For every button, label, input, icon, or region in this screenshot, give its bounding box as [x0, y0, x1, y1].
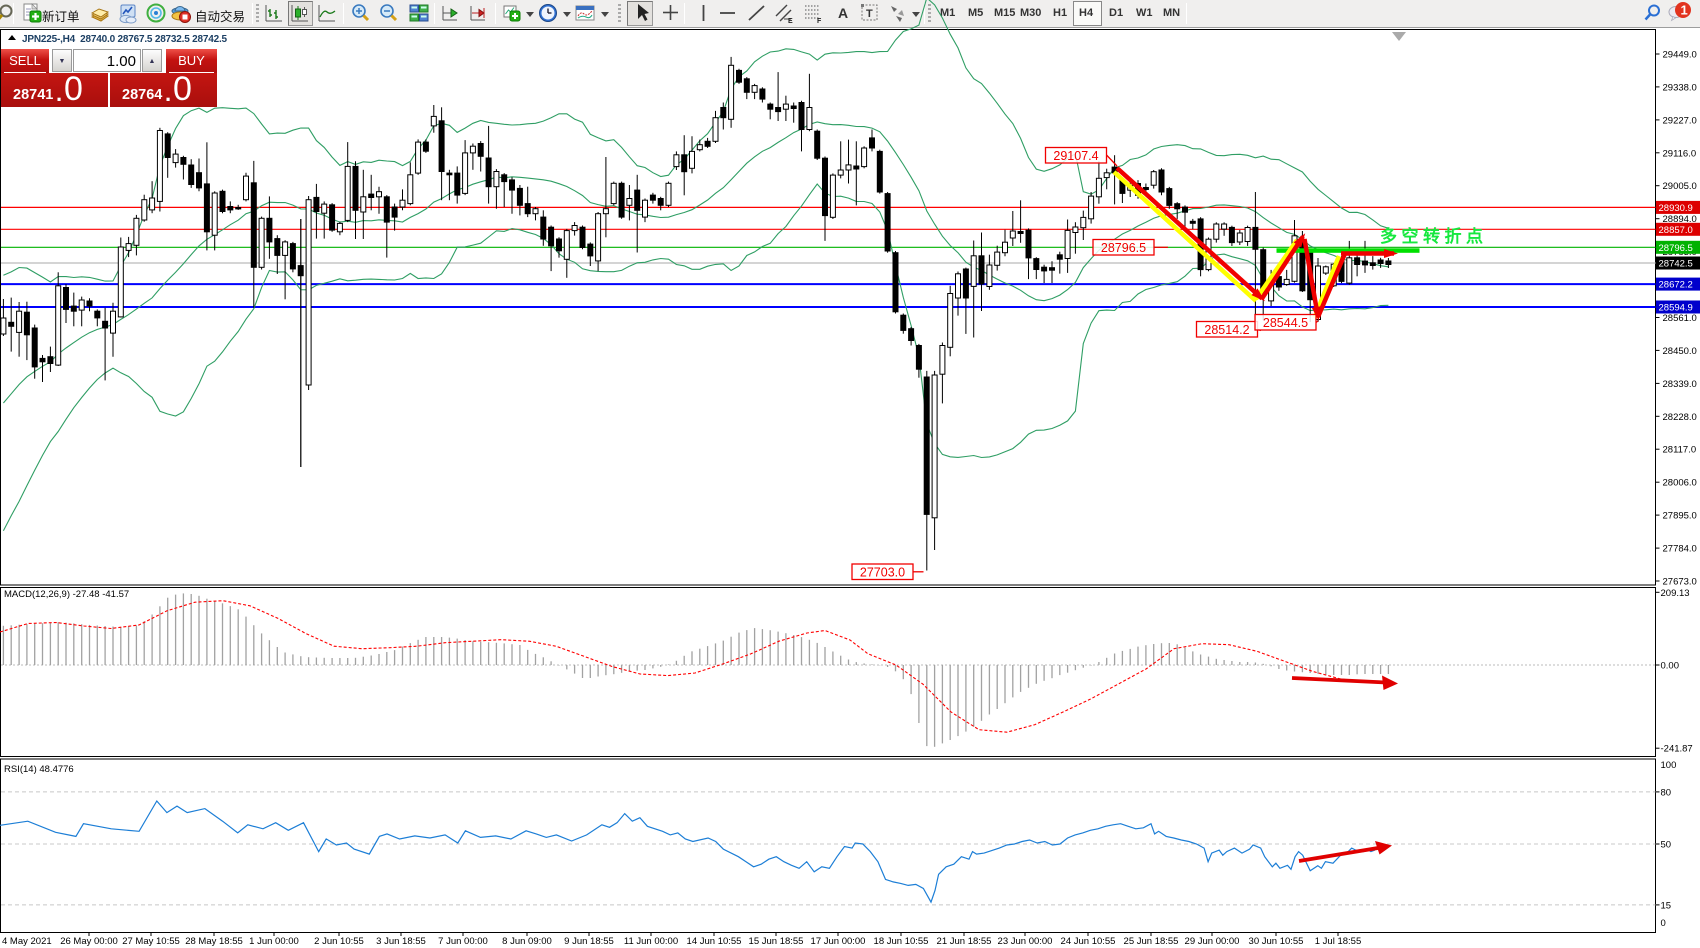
svg-text:28672.2: 28672.2	[1659, 280, 1693, 291]
svg-text:23 Jun 00:00: 23 Jun 00:00	[998, 936, 1053, 947]
svg-text:2 Jun 10:55: 2 Jun 10:55	[314, 936, 364, 947]
svg-text:28930.9: 28930.9	[1659, 203, 1693, 214]
svg-text:多空转折点: 多空转折点	[1380, 226, 1488, 246]
svg-text:28450.0: 28450.0	[1663, 346, 1697, 357]
svg-text:209.13: 209.13	[1661, 588, 1690, 599]
svg-text:100: 100	[1661, 760, 1677, 771]
svg-text:T: T	[866, 8, 873, 20]
svg-text:0.00: 0.00	[1661, 661, 1680, 672]
svg-text:21 Jun 18:55: 21 Jun 18:55	[937, 936, 992, 947]
svg-text:-241.87: -241.87	[1661, 744, 1693, 755]
svg-text:28594.9: 28594.9	[1659, 303, 1693, 314]
svg-text:28796.5: 28796.5	[1659, 243, 1693, 254]
svg-text:4 May 2021: 4 May 2021	[2, 936, 52, 947]
svg-text:28894.0: 28894.0	[1663, 214, 1697, 225]
svg-text:28 May 18:55: 28 May 18:55	[185, 936, 243, 947]
svg-text:29 Jun 00:00: 29 Jun 00:00	[1185, 936, 1240, 947]
svg-text:30 Jun 10:55: 30 Jun 10:55	[1249, 936, 1304, 947]
svg-text:29449.0: 29449.0	[1663, 50, 1697, 61]
svg-text:28006.0: 28006.0	[1663, 478, 1697, 489]
svg-text:15 Jun 18:55: 15 Jun 18:55	[749, 936, 804, 947]
svg-text:11 Jun 00:00: 11 Jun 00:00	[624, 936, 678, 947]
svg-text:28544.5: 28544.5	[1263, 316, 1308, 330]
svg-text:28561.0: 28561.0	[1663, 313, 1697, 324]
svg-text:9 Jun 18:55: 9 Jun 18:55	[564, 936, 614, 947]
svg-text:F: F	[817, 18, 822, 25]
svg-text:14 Jun 10:55: 14 Jun 10:55	[687, 936, 742, 947]
svg-text:7 Jun 00:00: 7 Jun 00:00	[438, 936, 488, 947]
svg-text:17 Jun 00:00: 17 Jun 00:00	[811, 936, 866, 947]
svg-text:28514.2: 28514.2	[1204, 323, 1249, 337]
svg-text:80: 80	[1661, 787, 1672, 798]
svg-text:29116.0: 29116.0	[1663, 148, 1697, 159]
svg-text:27703.0: 27703.0	[860, 566, 905, 580]
svg-text:8 Jun 09:00: 8 Jun 09:00	[502, 936, 552, 947]
svg-text:29107.4: 29107.4	[1053, 149, 1098, 163]
svg-text:27895.0: 27895.0	[1663, 511, 1697, 522]
svg-text:28228.0: 28228.0	[1663, 412, 1697, 423]
svg-text:E: E	[788, 18, 793, 25]
svg-text:25 Jun 18:55: 25 Jun 18:55	[1124, 936, 1179, 947]
svg-text:3 Jun 18:55: 3 Jun 18:55	[376, 936, 426, 947]
svg-text:28339.0: 28339.0	[1663, 379, 1697, 390]
svg-text:29227.0: 29227.0	[1663, 115, 1697, 126]
svg-text:24 Jun 10:55: 24 Jun 10:55	[1061, 936, 1116, 947]
svg-text:27 May 10:55: 27 May 10:55	[122, 936, 180, 947]
svg-text:29338.0: 29338.0	[1663, 82, 1697, 93]
svg-text:27784.0: 27784.0	[1663, 544, 1697, 555]
svg-text:28857.0: 28857.0	[1659, 225, 1693, 236]
svg-text:27673.0: 27673.0	[1663, 577, 1697, 588]
svg-text:1 Jul 18:55: 1 Jul 18:55	[1315, 936, 1361, 947]
svg-text:28742.5: 28742.5	[1659, 259, 1693, 270]
svg-text:MACD(12,26,9) -27.48 -41.57: MACD(12,26,9) -27.48 -41.57	[4, 589, 129, 600]
svg-text:29005.0: 29005.0	[1663, 181, 1697, 192]
svg-text:28117.0: 28117.0	[1663, 445, 1697, 456]
svg-text:1 Jun 00:00: 1 Jun 00:00	[249, 936, 299, 947]
svg-text:0: 0	[1661, 918, 1666, 929]
svg-text:26 May 00:00: 26 May 00:00	[60, 936, 118, 947]
svg-text:15: 15	[1661, 900, 1672, 911]
svg-text:1: 1	[1681, 3, 1688, 18]
svg-text:JPN225-,H4 28740.0 28767.5 28: JPN225-,H4 28740.0 28767.5 28732.5 28742…	[22, 34, 228, 45]
svg-text:50: 50	[1661, 840, 1672, 851]
svg-text:28796.5: 28796.5	[1101, 241, 1146, 255]
svg-text:18 Jun 10:55: 18 Jun 10:55	[874, 936, 929, 947]
svg-text:RSI(14) 48.4776: RSI(14) 48.4776	[4, 764, 74, 775]
